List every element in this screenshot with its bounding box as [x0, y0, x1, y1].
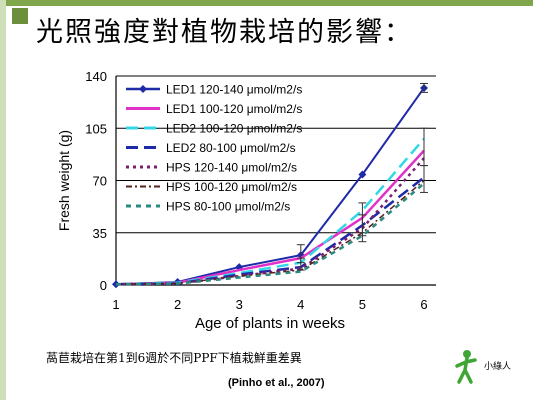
- y-tick-label: 140: [85, 69, 107, 84]
- x-tick-label: 1: [112, 297, 119, 312]
- figure-caption: 萵苣栽培在第1到6週於不同PPF下植栽鮮重差異: [46, 351, 302, 365]
- x-tick-label: 3: [236, 297, 243, 312]
- data-point: [358, 170, 367, 179]
- legend-entry: LED1 100-120 μmol/m2/s: [166, 102, 302, 116]
- x-tick-label: 6: [420, 297, 427, 312]
- y-axis-label: Fresh weight (g): [56, 130, 72, 231]
- y-tick-label: 70: [93, 174, 107, 189]
- legend-marker: [139, 85, 147, 93]
- series-line: [115, 137, 425, 286]
- y-tick-label: 35: [93, 226, 107, 241]
- green-man-logo-icon: [455, 350, 477, 384]
- legend-entry: LED1 120-140 μmol/m2/s: [166, 83, 302, 97]
- series-line: [115, 182, 425, 286]
- x-axis-label: Age of plants in weeks: [195, 315, 345, 332]
- logo-text: 小綠人: [484, 362, 512, 372]
- x-tick-label: 5: [359, 297, 366, 312]
- top-accent-bar: [0, 0, 533, 6]
- title-bullet-box: [12, 8, 28, 24]
- x-tick-label: 4: [297, 297, 304, 312]
- legend-entry: LED2 100-120 μmol/m2/s: [166, 122, 302, 136]
- legend-entry: LED2 80-100 μmol/m2/s: [166, 141, 296, 155]
- legend-entry: HPS 80-100 μmol/m2/s: [166, 200, 290, 214]
- legend-entry: HPS 100-120 μmol/m2/s: [166, 180, 297, 194]
- side-accent-bar: [0, 0, 6, 400]
- x-tick-label: 2: [174, 297, 181, 312]
- y-tick-label: 105: [85, 121, 107, 136]
- citation: (Pinho et al., 2007): [228, 377, 325, 389]
- slide-title: 光照強度對植物栽培的影響：: [36, 17, 413, 48]
- legend-entry: HPS 120-140 μmol/m2/s: [166, 161, 297, 175]
- y-tick-label: 0: [100, 278, 107, 293]
